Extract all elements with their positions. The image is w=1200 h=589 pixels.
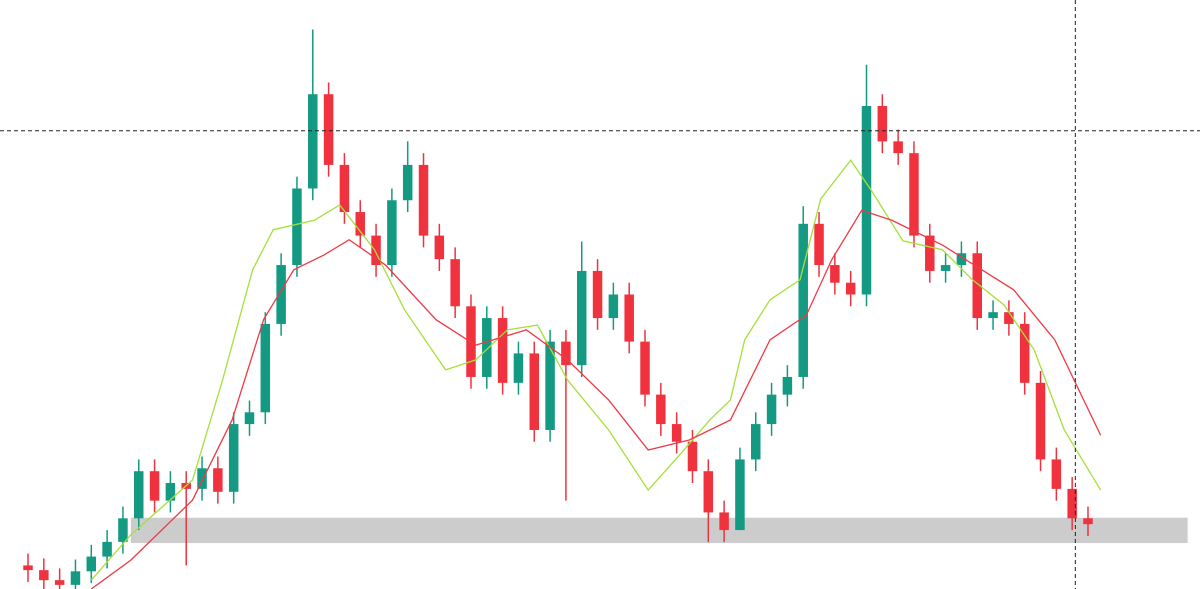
candle-body [339,164,350,213]
candle-body [798,223,808,377]
candle-body [956,253,967,266]
candle-body [292,188,302,266]
candle-body [70,571,81,585]
support-zone [130,517,1188,544]
candle-body [1083,518,1093,525]
candle-body [308,94,318,189]
candle-body [640,341,650,395]
candle-body [1051,459,1062,489]
candle-body [687,441,698,472]
candle-body [624,294,634,342]
candle-body [23,565,33,571]
candle-body [86,556,97,572]
candle-body [561,341,571,366]
candle-body [545,341,555,430]
candle-body [940,265,951,271]
moving-average [90,159,1102,581]
candle-body [276,265,286,324]
candle-body [228,424,239,492]
candle-body [355,212,365,236]
candle-body [845,282,856,295]
candle-body [766,394,777,425]
candle-body [1035,382,1046,460]
candle-body [102,541,112,557]
candle-body [877,106,888,142]
candle-body [988,312,998,319]
candle-body [387,200,397,266]
candle-body [861,106,872,295]
candle-body [814,223,824,266]
candle-body [213,468,223,492]
candle-body [39,570,49,581]
candle-body [482,318,492,377]
candle-body [118,518,128,542]
candle-body [149,471,160,501]
candle-body [134,471,144,519]
candle-body [371,235,381,266]
candle-body [418,164,429,236]
candle-body [260,323,271,413]
candle-body [671,424,682,442]
candle-body [703,471,714,513]
candle-body [197,468,207,489]
candle-body [592,270,603,319]
candle-body [925,235,935,271]
candle-body [1004,312,1014,324]
candle-body [323,94,334,165]
candle-body [656,394,666,425]
candle-body [608,294,619,319]
candle-body [513,353,524,383]
candle-body [244,412,255,425]
candle-body [751,424,761,460]
candle-body [576,270,587,366]
candle-body [893,141,903,154]
candle-body [719,512,729,531]
candle-body [782,376,793,395]
candle-body [830,265,840,283]
candle-body [497,318,508,383]
candle-body [909,153,919,236]
candle-body [735,459,745,531]
candle-body [529,353,540,430]
candle-body [434,235,445,260]
moving-average [90,209,1102,589]
candle-body [1067,488,1077,519]
candle-body [1019,323,1030,383]
candle-body [54,580,65,585]
candle-body [450,259,460,307]
candle-body [972,253,982,319]
candle-body [402,164,413,201]
candle-body [165,482,176,501]
